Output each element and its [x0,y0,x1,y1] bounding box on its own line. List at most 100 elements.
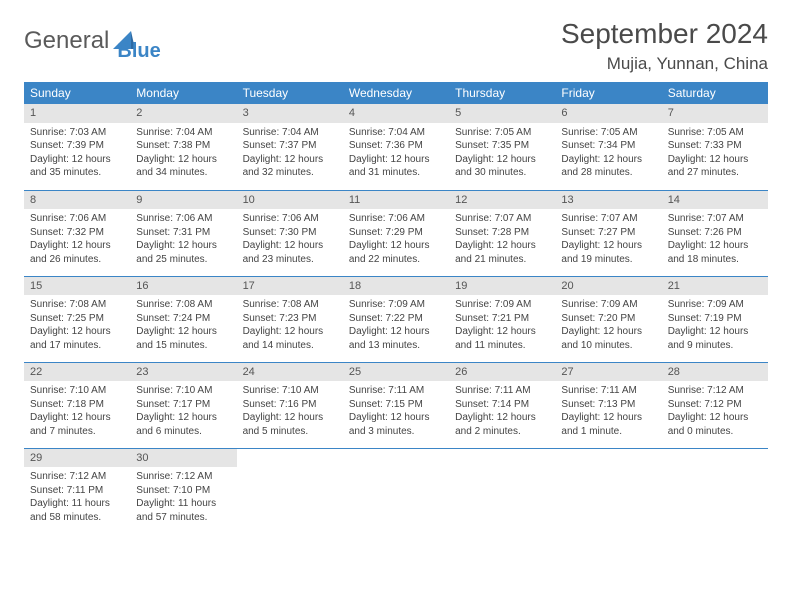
weekday-header: Wednesday [343,82,449,104]
sunset-text: Sunset: 7:31 PM [136,226,230,240]
sunset-text: Sunset: 7:35 PM [455,139,549,153]
day-number: 22 [24,363,130,382]
sunrise-text: Sunrise: 7:12 AM [668,384,762,398]
sunrise-text: Sunrise: 7:06 AM [136,212,230,226]
calendar-day-cell: 25Sunrise: 7:11 AMSunset: 7:15 PMDayligh… [343,362,449,448]
day-number: 9 [130,191,236,210]
calendar-day-cell: 26Sunrise: 7:11 AMSunset: 7:14 PMDayligh… [449,362,555,448]
calendar-day-cell: 9 Sunrise: 7:06 AMSunset: 7:31 PMDaylight… [130,190,236,276]
daylight-text: Daylight: 12 hours [349,325,443,339]
daylight-text: and 9 minutes. [668,339,762,353]
daylight-text: Daylight: 12 hours [136,239,230,253]
day-number: 19 [449,277,555,296]
daylight-text: Daylight: 12 hours [243,239,337,253]
sunrise-text: Sunrise: 7:09 AM [455,298,549,312]
day-number: 18 [343,277,449,296]
calendar-day-cell: 27Sunrise: 7:11 AMSunset: 7:13 PMDayligh… [555,362,661,448]
day-number: 27 [555,363,661,382]
weekday-header: Saturday [662,82,768,104]
daylight-text: Daylight: 12 hours [561,153,655,167]
calendar-day-cell: 3Sunrise: 7:04 AMSunset: 7:37 PMDaylight… [237,104,343,190]
daylight-text: and 18 minutes. [668,253,762,267]
daylight-text: and 7 minutes. [30,425,124,439]
day-number: 28 [662,363,768,382]
daylight-text: Daylight: 12 hours [243,325,337,339]
sunrise-text: Sunrise: 7:11 AM [561,384,655,398]
daylight-text: and 14 minutes. [243,339,337,353]
day-number: 3 [237,104,343,123]
sunset-text: Sunset: 7:10 PM [136,484,230,498]
sunrise-text: Sunrise: 7:08 AM [136,298,230,312]
sunset-text: Sunset: 7:20 PM [561,312,655,326]
sunset-text: Sunset: 7:16 PM [243,398,337,412]
daylight-text: Daylight: 12 hours [349,411,443,425]
weekday-header: Sunday [24,82,130,104]
sunrise-text: Sunrise: 7:09 AM [349,298,443,312]
calendar-week-row: 8Sunrise: 7:06 AMSunset: 7:32 PMDaylight… [24,190,768,276]
calendar-week-row: 22Sunrise: 7:10 AMSunset: 7:18 PMDayligh… [24,362,768,448]
calendar-week-row: 29Sunrise: 7:12 AMSunset: 7:11 PMDayligh… [24,448,768,534]
calendar-day-cell: 6Sunrise: 7:05 AMSunset: 7:34 PMDaylight… [555,104,661,190]
sunset-text: Sunset: 7:33 PM [668,139,762,153]
calendar-day-cell: 1Sunrise: 7:03 AMSunset: 7:39 PMDaylight… [24,104,130,190]
day-number: 14 [662,191,768,210]
day-number: 17 [237,277,343,296]
daylight-text: and 27 minutes. [668,166,762,180]
header-bar: General Blue September 2024 Mujia, Yunna… [24,18,768,74]
sunset-text: Sunset: 7:21 PM [455,312,549,326]
weekday-header: Thursday [449,82,555,104]
sunrise-text: Sunrise: 7:05 AM [561,126,655,140]
day-number: 5 [449,104,555,123]
day-number: 26 [449,363,555,382]
daylight-text: Daylight: 12 hours [668,239,762,253]
calendar-week-row: 1Sunrise: 7:03 AMSunset: 7:39 PMDaylight… [24,104,768,190]
day-number: 20 [555,277,661,296]
daylight-text: Daylight: 12 hours [136,325,230,339]
calendar-day-cell: 24Sunrise: 7:10 AMSunset: 7:16 PMDayligh… [237,362,343,448]
day-number: 1 [24,104,130,123]
daylight-text: Daylight: 12 hours [455,153,549,167]
sunset-text: Sunset: 7:11 PM [30,484,124,498]
day-number: 7 [662,104,768,123]
daylight-text: and 1 minute. [561,425,655,439]
sunset-text: Sunset: 7:34 PM [561,139,655,153]
calendar-day-cell: 16Sunrise: 7:08 AMSunset: 7:24 PMDayligh… [130,276,236,362]
daylight-text: and 30 minutes. [455,166,549,180]
calendar-day-cell: 7Sunrise: 7:05 AMSunset: 7:33 PMDaylight… [662,104,768,190]
calendar-day-cell: 2Sunrise: 7:04 AMSunset: 7:38 PMDaylight… [130,104,236,190]
daylight-text: and 10 minutes. [561,339,655,353]
day-number: 16 [130,277,236,296]
daylight-text: and 13 minutes. [349,339,443,353]
daylight-text: Daylight: 12 hours [561,411,655,425]
calendar-day-cell: 23Sunrise: 7:10 AMSunset: 7:17 PMDayligh… [130,362,236,448]
calendar-day-cell: 17Sunrise: 7:08 AMSunset: 7:23 PMDayligh… [237,276,343,362]
day-number: 23 [130,363,236,382]
daylight-text: and 34 minutes. [136,166,230,180]
daylight-text: and 31 minutes. [349,166,443,180]
sunset-text: Sunset: 7:32 PM [30,226,124,240]
daylight-text: Daylight: 12 hours [30,239,124,253]
sunset-text: Sunset: 7:30 PM [243,226,337,240]
sunrise-text: Sunrise: 7:10 AM [243,384,337,398]
weekday-header: Tuesday [237,82,343,104]
sunset-text: Sunset: 7:18 PM [30,398,124,412]
daylight-text: Daylight: 11 hours [30,497,124,511]
daylight-text: Daylight: 12 hours [455,239,549,253]
calendar-empty-cell [555,448,661,534]
brand-part2: Blue [117,40,160,63]
sunrise-text: Sunrise: 7:09 AM [561,298,655,312]
daylight-text: Daylight: 12 hours [668,153,762,167]
sunset-text: Sunset: 7:29 PM [349,226,443,240]
day-number: 29 [24,449,130,468]
day-number: 8 [24,191,130,210]
sunrise-text: Sunrise: 7:10 AM [30,384,124,398]
daylight-text: Daylight: 12 hours [349,153,443,167]
daylight-text: and 35 minutes. [30,166,124,180]
daylight-text: and 2 minutes. [455,425,549,439]
sunset-text: Sunset: 7:22 PM [349,312,443,326]
sunrise-text: Sunrise: 7:04 AM [243,126,337,140]
calendar-day-cell: 12Sunrise: 7:07 AMSunset: 7:28 PMDayligh… [449,190,555,276]
daylight-text: and 26 minutes. [30,253,124,267]
brand-logo: General Blue [24,18,161,63]
calendar-table: SundayMondayTuesdayWednesdayThursdayFrid… [24,82,768,534]
